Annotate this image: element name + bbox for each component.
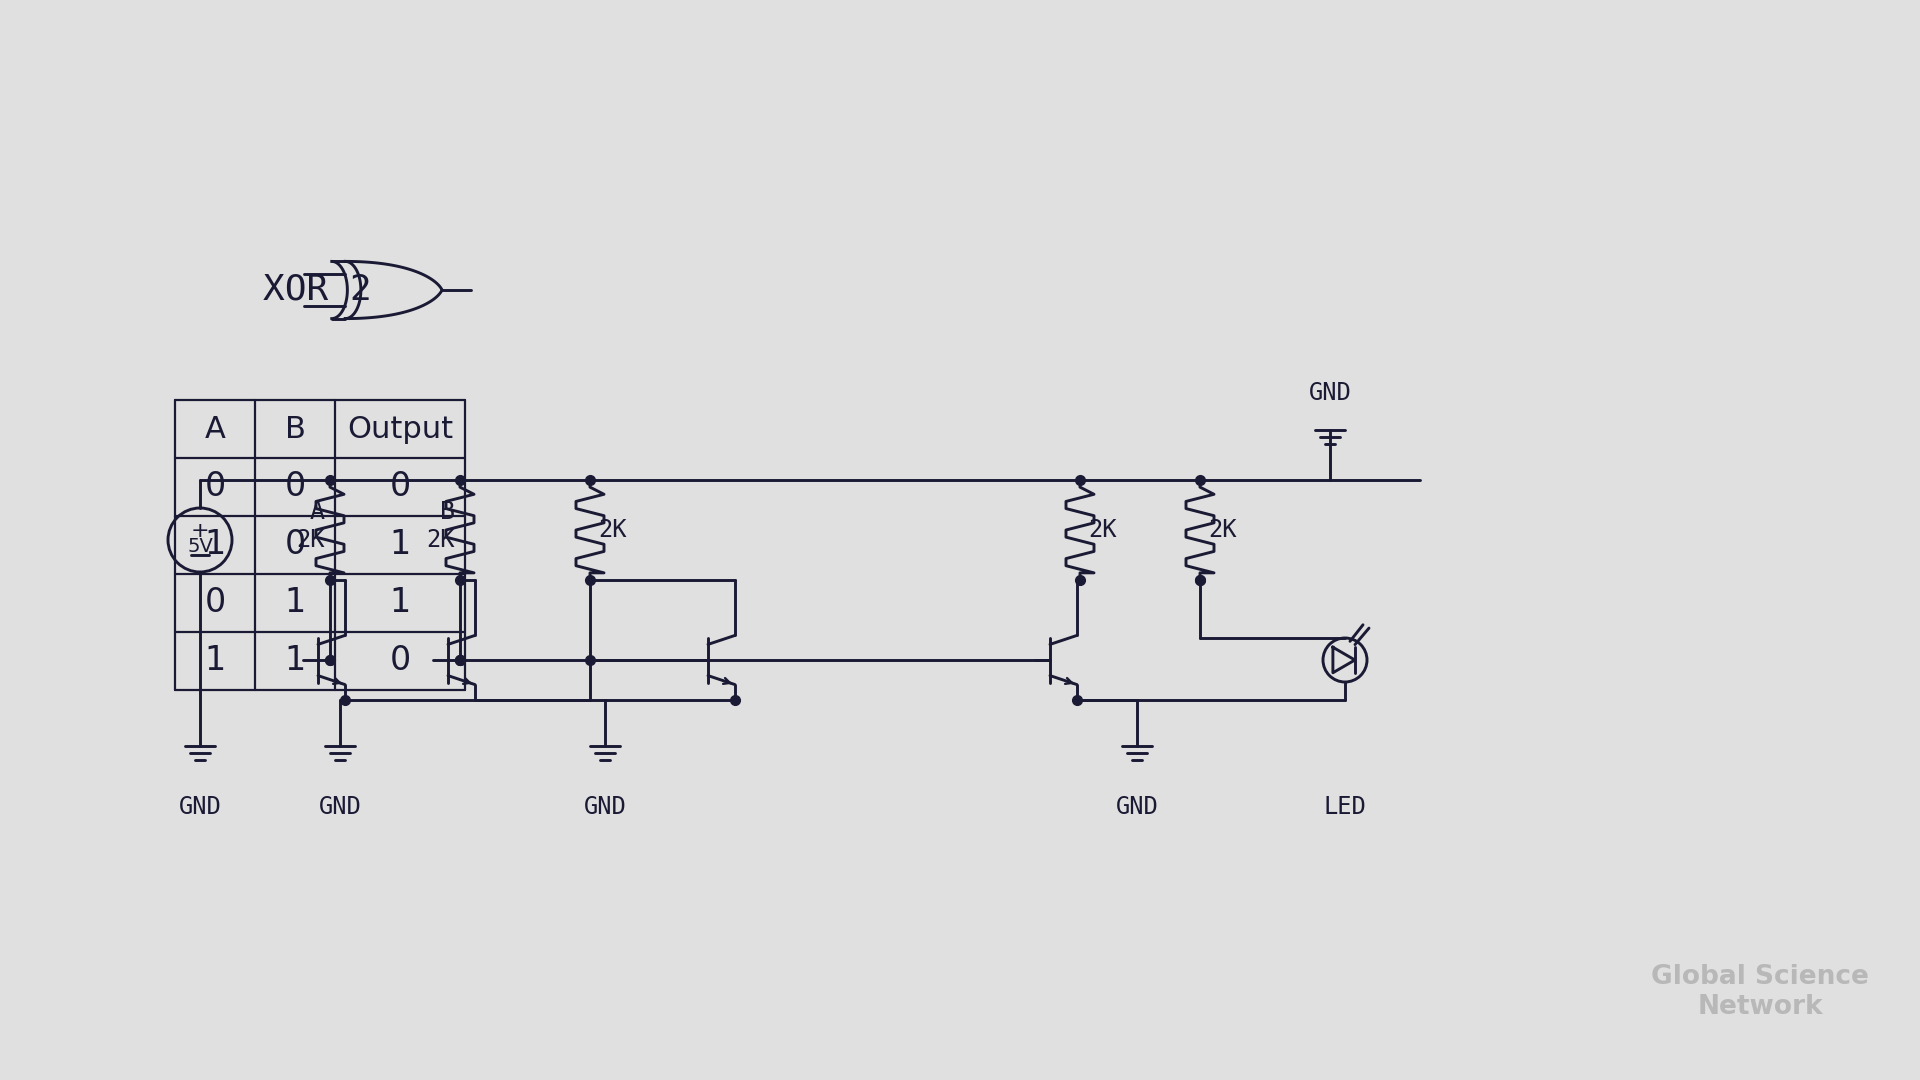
Text: A: A (309, 500, 324, 524)
Text: 0: 0 (204, 586, 227, 620)
Text: 2K: 2K (426, 528, 455, 552)
Text: 0: 0 (390, 645, 411, 677)
Text: 0: 0 (204, 471, 227, 503)
Text: GND: GND (319, 795, 361, 819)
Text: XOR 2: XOR 2 (263, 273, 371, 307)
Text: GND: GND (179, 795, 221, 819)
Text: 1: 1 (204, 528, 227, 562)
Text: B: B (440, 500, 455, 524)
Text: 0: 0 (284, 528, 305, 562)
Text: GND: GND (584, 795, 626, 819)
Text: 0: 0 (284, 471, 305, 503)
Text: 5V: 5V (186, 537, 213, 555)
Text: 1: 1 (284, 586, 305, 620)
Text: 2K: 2K (296, 528, 324, 552)
Text: +: + (190, 521, 209, 541)
Text: LED: LED (1323, 795, 1367, 819)
Text: Global Science
Network: Global Science Network (1651, 964, 1868, 1020)
Text: 2K: 2K (1208, 518, 1236, 542)
Text: GND: GND (1309, 381, 1352, 405)
Text: GND: GND (1116, 795, 1158, 819)
Text: 2K: 2K (1089, 518, 1117, 542)
Text: A: A (205, 415, 225, 444)
Text: 2K: 2K (597, 518, 626, 542)
Text: 0: 0 (390, 471, 411, 503)
Text: 1: 1 (284, 645, 305, 677)
Text: 1: 1 (390, 528, 411, 562)
Text: B: B (284, 415, 305, 444)
Text: Output: Output (348, 415, 453, 444)
Text: 1: 1 (390, 586, 411, 620)
Text: 1: 1 (204, 645, 227, 677)
